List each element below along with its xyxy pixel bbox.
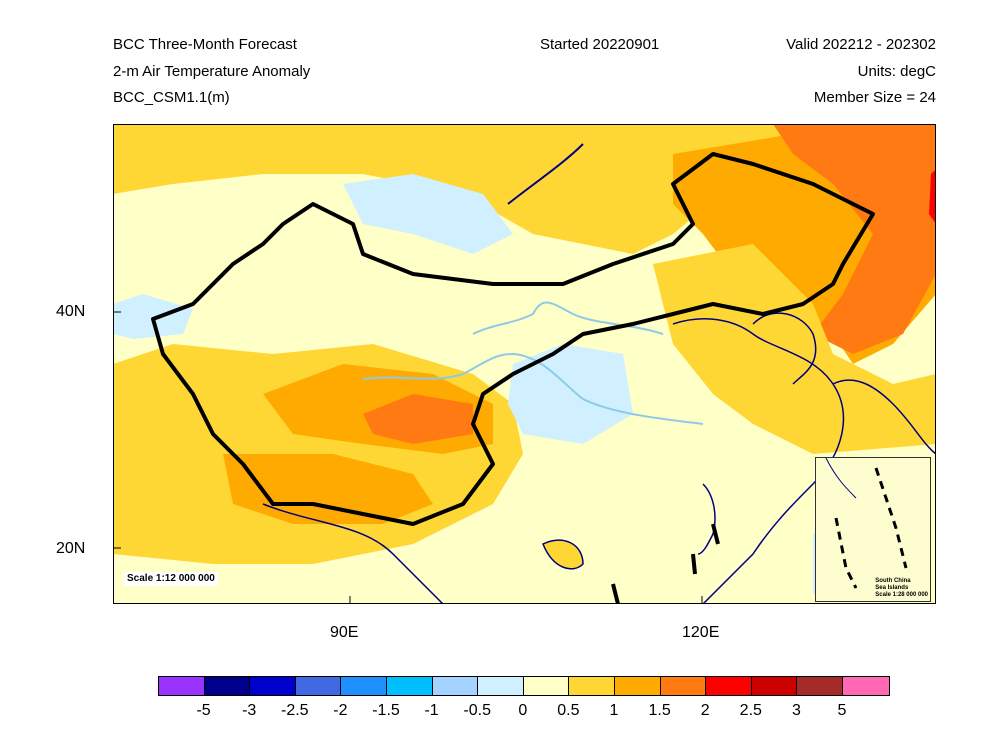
valid-period: Valid 202212 - 202302 xyxy=(786,36,936,53)
china-border xyxy=(151,152,875,526)
inset-title-line1: South China xyxy=(875,578,911,584)
inset-map xyxy=(825,457,908,589)
colorbar-tick-label: 2.5 xyxy=(739,702,762,719)
member-size: Member Size = 24 xyxy=(813,89,936,106)
colorbar-tick-label: -5 xyxy=(196,702,211,719)
units-label: Units: degC xyxy=(857,63,936,80)
anomaly-field-blue-center xyxy=(508,344,633,444)
temperature-anomaly-map xyxy=(113,124,936,604)
anomaly-field-darkorange-tibet xyxy=(363,394,473,444)
coastline-hainan xyxy=(542,539,584,570)
nine-dash-line-2 xyxy=(711,523,720,545)
colorbar-box xyxy=(751,677,798,695)
map-scale-label: Scale 1:12 000 000 xyxy=(124,572,218,586)
colorbar-tick-label: 0.5 xyxy=(557,702,580,719)
colorbar-tick-label: 3 xyxy=(791,702,801,719)
started-date: Started 20220901 xyxy=(540,36,660,53)
inset-nine-dash-line xyxy=(874,467,908,569)
colorbar-tick-label: 2 xyxy=(700,702,710,719)
lat-label-20n: 20N xyxy=(56,540,86,557)
colorbar-tick-label: -2.5 xyxy=(281,702,309,719)
yangtze-river xyxy=(362,352,704,425)
coastline-japan xyxy=(832,379,936,455)
inset-nine-dash-line-west xyxy=(834,517,858,589)
colorbar-tick-label: 0 xyxy=(518,702,528,719)
anomaly-field-orange-south xyxy=(223,454,433,524)
colorbar-tick-label: -3 xyxy=(242,702,257,719)
map-frame xyxy=(113,124,936,604)
colorbar-tick-label: -1 xyxy=(424,702,439,719)
colorbar-box xyxy=(660,677,707,695)
coastline-east xyxy=(672,318,845,604)
colorbar-box xyxy=(432,677,479,695)
colorbar-box xyxy=(386,677,433,695)
nine-dash-line-3 xyxy=(691,553,697,575)
anomaly-field-blue-north xyxy=(343,174,513,254)
anomaly-field-darkorange-northeast xyxy=(773,124,936,354)
colorbar-box xyxy=(478,677,524,695)
colorbar-box xyxy=(706,677,752,695)
lon-label-90e: 90E xyxy=(330,624,359,641)
anomaly-field-yellow-east xyxy=(653,244,936,454)
lon-label-120e: 120E xyxy=(682,624,720,641)
colorbar-box xyxy=(250,677,296,695)
coastline-south-asia xyxy=(262,503,444,604)
colorbar-tick-label: -2 xyxy=(333,702,348,719)
south-china-sea-inset: South China Sea Islands Scale 1:28 000 0… xyxy=(815,457,931,602)
colorbar xyxy=(158,676,890,696)
colorbar-box xyxy=(797,677,843,695)
colorbar-tick-label: -0.5 xyxy=(463,702,491,719)
coastline-taiwan xyxy=(697,483,716,555)
colorbar-box xyxy=(159,677,205,695)
colorbar-box xyxy=(295,677,342,695)
colorbar-box xyxy=(569,677,615,695)
colorbar-box xyxy=(341,677,387,695)
colorbar-tick-label: 1.5 xyxy=(648,702,671,719)
colorbar-box xyxy=(204,677,251,695)
inset-title-line2: Sea Islands xyxy=(875,585,909,591)
colorbar-box xyxy=(523,677,570,695)
map-title: BCC Three-Month Forecast xyxy=(113,36,297,53)
colorbar-tick-label: 1 xyxy=(609,702,619,719)
lat-label-40n: 40N xyxy=(56,303,86,320)
nine-dash-line-1 xyxy=(611,583,620,604)
inset-scale: Scale 1:28 000 000 xyxy=(875,592,928,598)
variable-label: 2-m Air Temperature Anomaly xyxy=(113,63,311,80)
anomaly-field-blue-west xyxy=(113,294,193,339)
colorbar-tick-label: 5 xyxy=(837,702,847,719)
anomaly-field-red-edge xyxy=(929,169,936,224)
colorbar-box xyxy=(842,677,889,695)
inset-coastline xyxy=(825,457,857,499)
colorbar-tick-label: -1.5 xyxy=(372,702,400,719)
lake-baikal-outline xyxy=(507,143,584,205)
map-canvas xyxy=(113,124,936,604)
model-label: BCC_CSM1.1(m) xyxy=(113,89,230,106)
colorbar-box xyxy=(614,677,661,695)
inset-label: South China Sea Islands Scale 1:28 000 0… xyxy=(875,578,928,599)
